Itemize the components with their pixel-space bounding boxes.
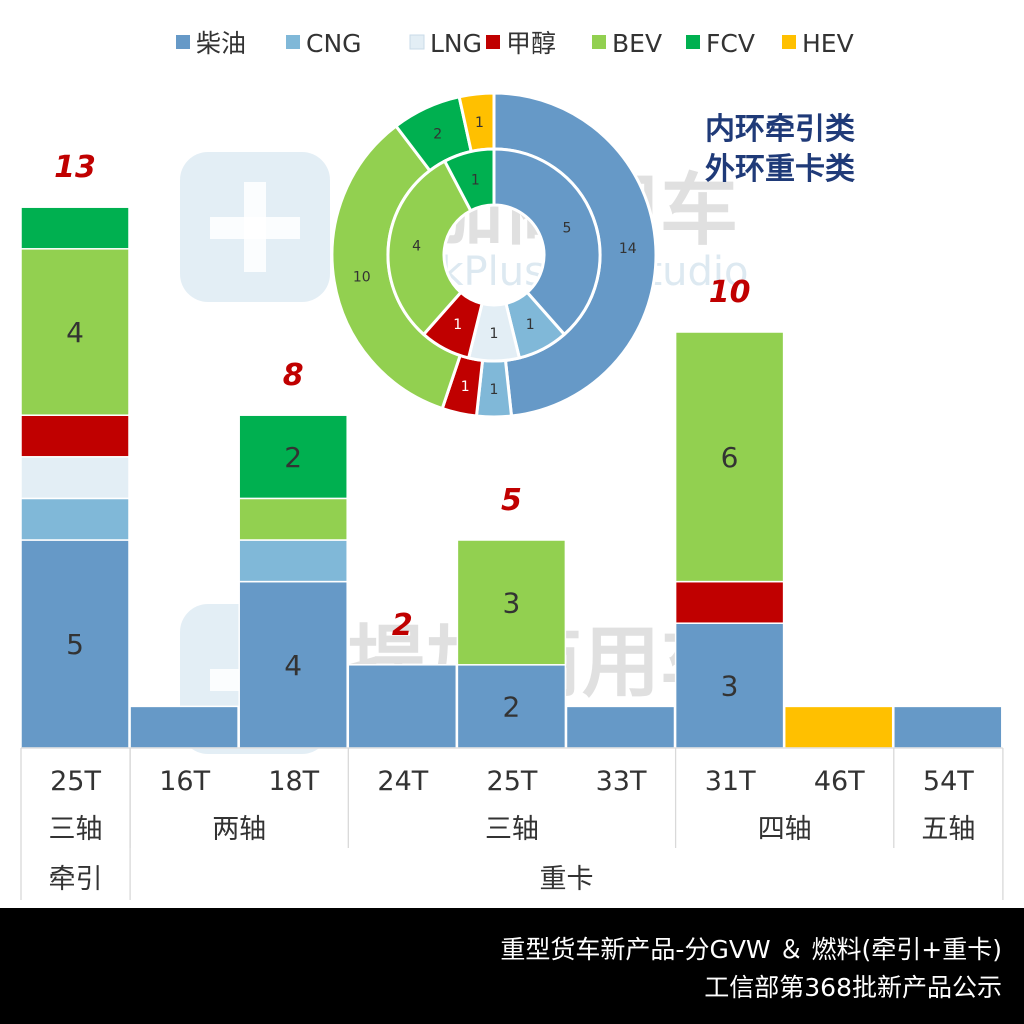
axle-group-label: 五轴 xyxy=(921,814,975,845)
watermark-logo-cross-v xyxy=(244,182,266,272)
donut-slice-label: 10 xyxy=(353,270,371,286)
donut-slice xyxy=(492,147,602,337)
type-group-label: 重卡 xyxy=(540,864,594,895)
x-tick-label: 31T xyxy=(705,766,756,797)
axle-group-label: 四轴 xyxy=(758,814,812,845)
x-tick-label: 18T xyxy=(268,766,319,797)
footer: 重型货车新产品-分GVW ＆ 燃料(牵引+重卡) 工信部第368批新产品公示 xyxy=(0,908,1024,1024)
bar-segment xyxy=(674,580,785,624)
legend-swatch xyxy=(486,35,500,49)
bar-segment xyxy=(347,664,458,749)
donut-slice-label: 1 xyxy=(490,326,499,342)
donut-slice-label: 1 xyxy=(453,317,462,333)
bar-segment xyxy=(674,622,785,749)
donut-slice-label: 1 xyxy=(471,172,480,188)
x-tick-label: 25T xyxy=(487,766,538,797)
bar-segment xyxy=(20,456,130,500)
bar-segment-label: 5 xyxy=(66,628,84,661)
x-tick-label: 24T xyxy=(377,766,428,797)
bar-segment xyxy=(674,331,785,583)
bar-total-label: 8 xyxy=(283,358,304,393)
donut-note-line-1: 内环牵引类 xyxy=(705,112,855,147)
bar-segment xyxy=(20,206,130,250)
bar-segment xyxy=(20,414,130,458)
bar-segment xyxy=(893,705,1003,749)
x-tick-label: 16T xyxy=(159,766,210,797)
legend-label: 柴油 xyxy=(196,29,246,58)
donut-slice-label: 1 xyxy=(490,382,499,398)
donut-slice xyxy=(442,147,496,213)
donut-note: 内环牵引类 外环重卡类 xyxy=(705,112,855,187)
axle-group-label: 两轴 xyxy=(212,814,266,845)
donut-slice-label: 2 xyxy=(433,126,442,142)
bar-segment xyxy=(20,248,130,416)
bar-total-label: 10 xyxy=(709,275,751,310)
bar-segment-label: 3 xyxy=(721,670,739,703)
watermark-logo xyxy=(180,152,330,302)
bar-segment xyxy=(565,705,676,749)
donut-slice-label: 5 xyxy=(562,220,571,236)
axle-group-label: 三轴 xyxy=(49,814,103,845)
bar-segment xyxy=(238,539,348,583)
donut-slice xyxy=(386,159,473,337)
legend-label: LNG xyxy=(430,29,482,58)
legend-swatch xyxy=(686,35,700,49)
bar-segment-label: 3 xyxy=(502,586,520,619)
x-tick-label: 54T xyxy=(923,766,974,797)
donut-slice-label: 4 xyxy=(412,239,421,255)
donut-note-line-2: 外环重卡类 xyxy=(705,152,855,187)
legend-label: BEV xyxy=(612,29,662,58)
x-tick-label: 33T xyxy=(596,766,647,797)
bar-segment-label: 6 xyxy=(721,441,739,474)
legend-label: 甲醇 xyxy=(506,29,556,58)
bar-total-label: 13 xyxy=(54,150,96,185)
bar-segment xyxy=(238,497,348,541)
footer-source: 工信部第368批新产品公示 xyxy=(704,973,1002,1002)
donut-slice-label: 1 xyxy=(526,317,535,333)
donut-slice-label: 14 xyxy=(619,241,637,257)
bar-segment-label: 2 xyxy=(284,441,302,474)
x-tick-label: 46T xyxy=(814,766,865,797)
legend-swatch xyxy=(592,35,606,49)
legend-swatch xyxy=(176,35,190,49)
legend-label: HEV xyxy=(802,29,854,58)
bar-segment xyxy=(238,580,348,749)
bar-segment-label: 4 xyxy=(284,649,302,682)
donut-slice-label: 1 xyxy=(475,115,484,131)
bar-segment-label: 4 xyxy=(66,316,84,349)
legend-label: CNG xyxy=(306,29,362,58)
bar-segment-label: 2 xyxy=(502,690,520,723)
bar-segment xyxy=(20,497,130,541)
type-group-label: 牵引 xyxy=(49,864,103,895)
legend-swatch xyxy=(286,35,300,49)
axle-group-label: 三轴 xyxy=(485,814,539,845)
legend-label: FCV xyxy=(706,29,755,58)
bar-total-label: 5 xyxy=(501,483,522,518)
donut-slice-label: 1 xyxy=(461,379,470,395)
bar-segment xyxy=(456,539,567,666)
legend-swatch xyxy=(409,34,425,50)
legend-swatch xyxy=(782,35,796,49)
bar-total-label: 2 xyxy=(392,608,413,643)
legend: 柴油 CNG LNG 甲醇 BEV FCV HEV xyxy=(176,29,854,58)
x-tick-label: 25T xyxy=(50,766,101,797)
bar-plot: 13 8 2 5 10 5 4 4 2 2 3 3 6 xyxy=(20,150,1003,749)
bar-segment xyxy=(783,705,894,749)
footer-title: 重型货车新产品-分GVW ＆ 燃料(牵引+重卡) xyxy=(500,935,1002,964)
bar-segment xyxy=(129,705,239,749)
bar-segment xyxy=(238,414,348,500)
